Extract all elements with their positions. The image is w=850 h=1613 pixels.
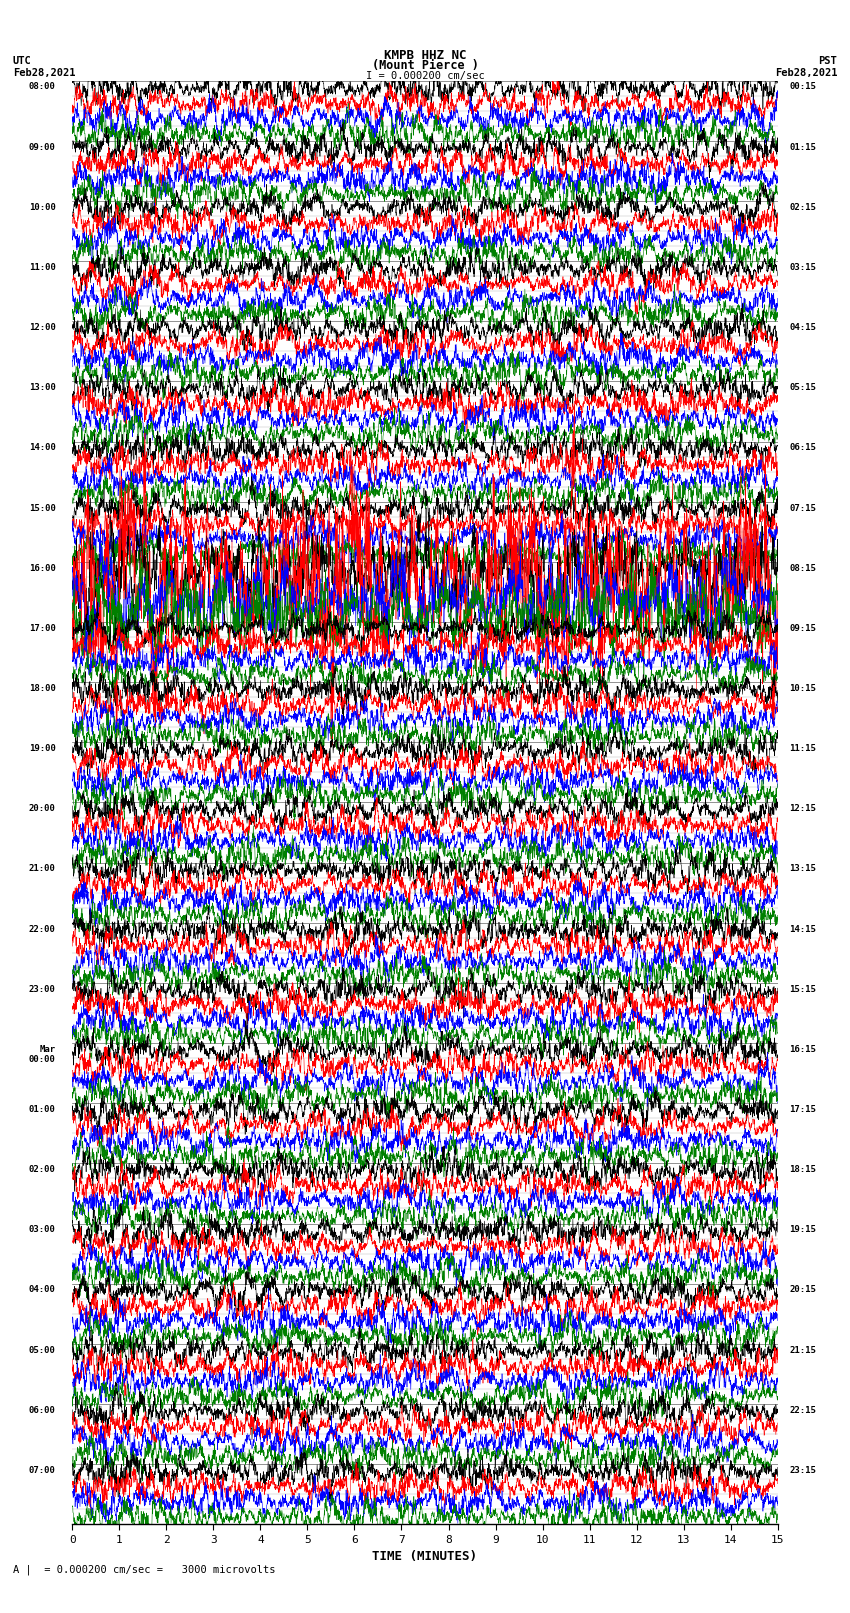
Text: 15:00: 15:00: [29, 503, 56, 513]
Text: 14:15: 14:15: [790, 924, 816, 934]
Text: 00:15: 00:15: [790, 82, 816, 92]
Text: 12:15: 12:15: [790, 805, 816, 813]
Text: 15:15: 15:15: [790, 984, 816, 994]
Text: 02:00: 02:00: [29, 1165, 56, 1174]
Text: 08:00: 08:00: [29, 82, 56, 92]
Text: 10:15: 10:15: [790, 684, 816, 694]
Text: 13:15: 13:15: [790, 865, 816, 873]
Text: 23:15: 23:15: [790, 1466, 816, 1474]
Text: UTC
Feb28,2021: UTC Feb28,2021: [13, 56, 76, 77]
Text: 05:00: 05:00: [29, 1345, 56, 1355]
Text: 21:15: 21:15: [790, 1345, 816, 1355]
Text: 13:00: 13:00: [29, 384, 56, 392]
Text: 16:15: 16:15: [790, 1045, 816, 1053]
Text: 07:00: 07:00: [29, 1466, 56, 1474]
Text: 22:00: 22:00: [29, 924, 56, 934]
Text: 07:15: 07:15: [790, 503, 816, 513]
Text: PST
Feb28,2021: PST Feb28,2021: [774, 56, 837, 77]
Text: 22:15: 22:15: [790, 1407, 816, 1415]
Text: 16:00: 16:00: [29, 563, 56, 573]
Text: 09:00: 09:00: [29, 142, 56, 152]
Text: 18:15: 18:15: [790, 1165, 816, 1174]
Text: 09:15: 09:15: [790, 624, 816, 632]
Text: 01:15: 01:15: [790, 142, 816, 152]
Text: KMPB HHZ NC: KMPB HHZ NC: [383, 48, 467, 63]
Text: 06:15: 06:15: [790, 444, 816, 452]
Text: I = 0.000200 cm/sec: I = 0.000200 cm/sec: [366, 71, 484, 81]
Text: 03:15: 03:15: [790, 263, 816, 273]
Text: 20:00: 20:00: [29, 805, 56, 813]
Text: 10:00: 10:00: [29, 203, 56, 211]
Text: 02:15: 02:15: [790, 203, 816, 211]
Text: 04:00: 04:00: [29, 1286, 56, 1295]
Text: 11:00: 11:00: [29, 263, 56, 273]
Text: 12:00: 12:00: [29, 323, 56, 332]
Text: 18:00: 18:00: [29, 684, 56, 694]
Text: 17:15: 17:15: [790, 1105, 816, 1115]
Text: 05:15: 05:15: [790, 384, 816, 392]
Text: 08:15: 08:15: [790, 563, 816, 573]
Text: 19:15: 19:15: [790, 1226, 816, 1234]
Text: 21:00: 21:00: [29, 865, 56, 873]
Text: 14:00: 14:00: [29, 444, 56, 452]
X-axis label: TIME (MINUTES): TIME (MINUTES): [372, 1550, 478, 1563]
Text: (Mount Pierce ): (Mount Pierce ): [371, 58, 479, 71]
Text: 11:15: 11:15: [790, 744, 816, 753]
Text: 03:00: 03:00: [29, 1226, 56, 1234]
Text: 17:00: 17:00: [29, 624, 56, 632]
Text: 20:15: 20:15: [790, 1286, 816, 1295]
Text: 04:15: 04:15: [790, 323, 816, 332]
Text: A |  = 0.000200 cm/sec =   3000 microvolts: A | = 0.000200 cm/sec = 3000 microvolts: [13, 1565, 275, 1576]
Text: 23:00: 23:00: [29, 984, 56, 994]
Text: Mar
00:00: Mar 00:00: [29, 1045, 56, 1065]
Text: 06:00: 06:00: [29, 1407, 56, 1415]
Text: 01:00: 01:00: [29, 1105, 56, 1115]
Text: 19:00: 19:00: [29, 744, 56, 753]
